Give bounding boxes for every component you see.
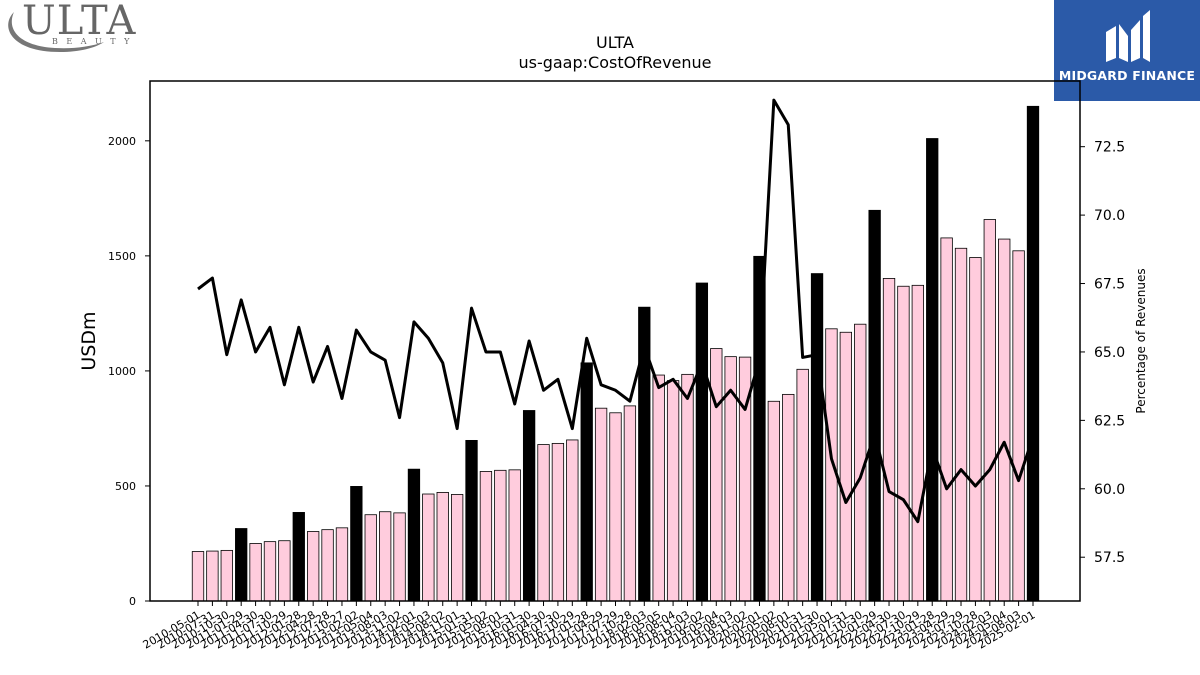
- bar: [825, 328, 838, 602]
- bar: [954, 247, 968, 602]
- bar: [940, 237, 953, 602]
- midgard-brand-text: MIDGARD FINANCE: [1058, 68, 1196, 83]
- bar: [566, 439, 579, 602]
- bar: [263, 541, 277, 602]
- y-tick-label: 1000: [108, 365, 136, 378]
- bar: [652, 374, 665, 602]
- bar: [436, 491, 449, 602]
- y2-axis-label: Percentage of Revenues: [1134, 268, 1148, 413]
- bar: [796, 368, 809, 602]
- bar: [594, 407, 608, 602]
- bar: [882, 278, 896, 602]
- y2-tick-label: 65.0: [1094, 345, 1125, 361]
- ulta-logo-sub: BEAUTY: [52, 37, 138, 46]
- y-axis-label: USDm: [78, 311, 100, 370]
- bar: [321, 529, 334, 602]
- bar: [537, 444, 550, 602]
- bar: [393, 512, 406, 602]
- bar: [767, 400, 781, 602]
- bar: [235, 528, 248, 602]
- bar: [350, 486, 363, 602]
- bar: [407, 468, 421, 602]
- bar: [1026, 105, 1040, 602]
- bar: [278, 540, 291, 602]
- y-tick-label: 2000: [108, 135, 136, 148]
- bar: [926, 138, 939, 602]
- y-tick-label: 500: [115, 480, 136, 493]
- bar: [522, 410, 536, 602]
- bar: [249, 543, 262, 602]
- bar: [998, 238, 1011, 602]
- bar: [551, 442, 565, 602]
- bar: [465, 439, 478, 602]
- bar: [220, 549, 233, 602]
- midgard-finance-logo: MIDGARD FINANCE: [1054, 0, 1200, 101]
- y2-tick-label: 67.5: [1094, 277, 1125, 293]
- midgard-mark-icon: [1106, 10, 1150, 62]
- y2-tick-label: 72.5: [1094, 140, 1125, 156]
- chart-subtitle: us-gaap:CostOfRevenue: [518, 53, 711, 72]
- bar-series: [191, 105, 1040, 602]
- bar: [983, 219, 996, 602]
- bar: [508, 469, 521, 602]
- y2-tick-label: 57.5: [1094, 550, 1125, 566]
- bar: [695, 282, 709, 602]
- bar: [911, 284, 924, 602]
- bar: [494, 469, 507, 602]
- y-axis-right: 57.5 60.0 62.5 65.0 67.5 70.0 72.5: [1080, 140, 1125, 566]
- bar: [897, 285, 910, 602]
- bar: [422, 493, 435, 602]
- bar: [450, 494, 464, 602]
- chart-title: ULTA: [596, 33, 634, 52]
- bar: [379, 511, 392, 602]
- bar: [292, 512, 305, 602]
- bar: [206, 550, 219, 602]
- bar: [681, 373, 694, 602]
- percent-line-layer: [197, 98, 1035, 524]
- y2-tick-label: 60.0: [1094, 482, 1125, 498]
- bar: [969, 257, 982, 602]
- y-tick-label: 0: [129, 595, 136, 608]
- bar: [335, 527, 349, 602]
- ulta-logo-word: ULTA: [22, 0, 137, 44]
- bar: [580, 362, 593, 602]
- bar: [307, 531, 320, 602]
- y2-tick-label: 70.0: [1094, 208, 1125, 224]
- ulta-logo: ULTA BEAUTY: [0, 0, 140, 60]
- x-axis: 2010-05-012010-07-312010-10-302011-01-29…: [141, 601, 1038, 652]
- bar: [191, 551, 205, 602]
- bar: [479, 471, 493, 602]
- bar: [810, 273, 824, 602]
- bar: [1012, 250, 1025, 602]
- bar: [623, 405, 637, 602]
- bar: [609, 412, 622, 602]
- percent-of-revenues-line: [197, 98, 1035, 524]
- bar: [666, 380, 680, 602]
- bar: [710, 348, 723, 602]
- y-tick-label: 1500: [108, 250, 136, 263]
- y2-tick-label: 62.5: [1094, 413, 1125, 429]
- y-axis-left: 0 500 1000 1500 2000: [108, 135, 150, 608]
- bar: [364, 514, 377, 602]
- bar: [839, 331, 852, 602]
- bar: [782, 393, 795, 602]
- bar: [868, 209, 881, 602]
